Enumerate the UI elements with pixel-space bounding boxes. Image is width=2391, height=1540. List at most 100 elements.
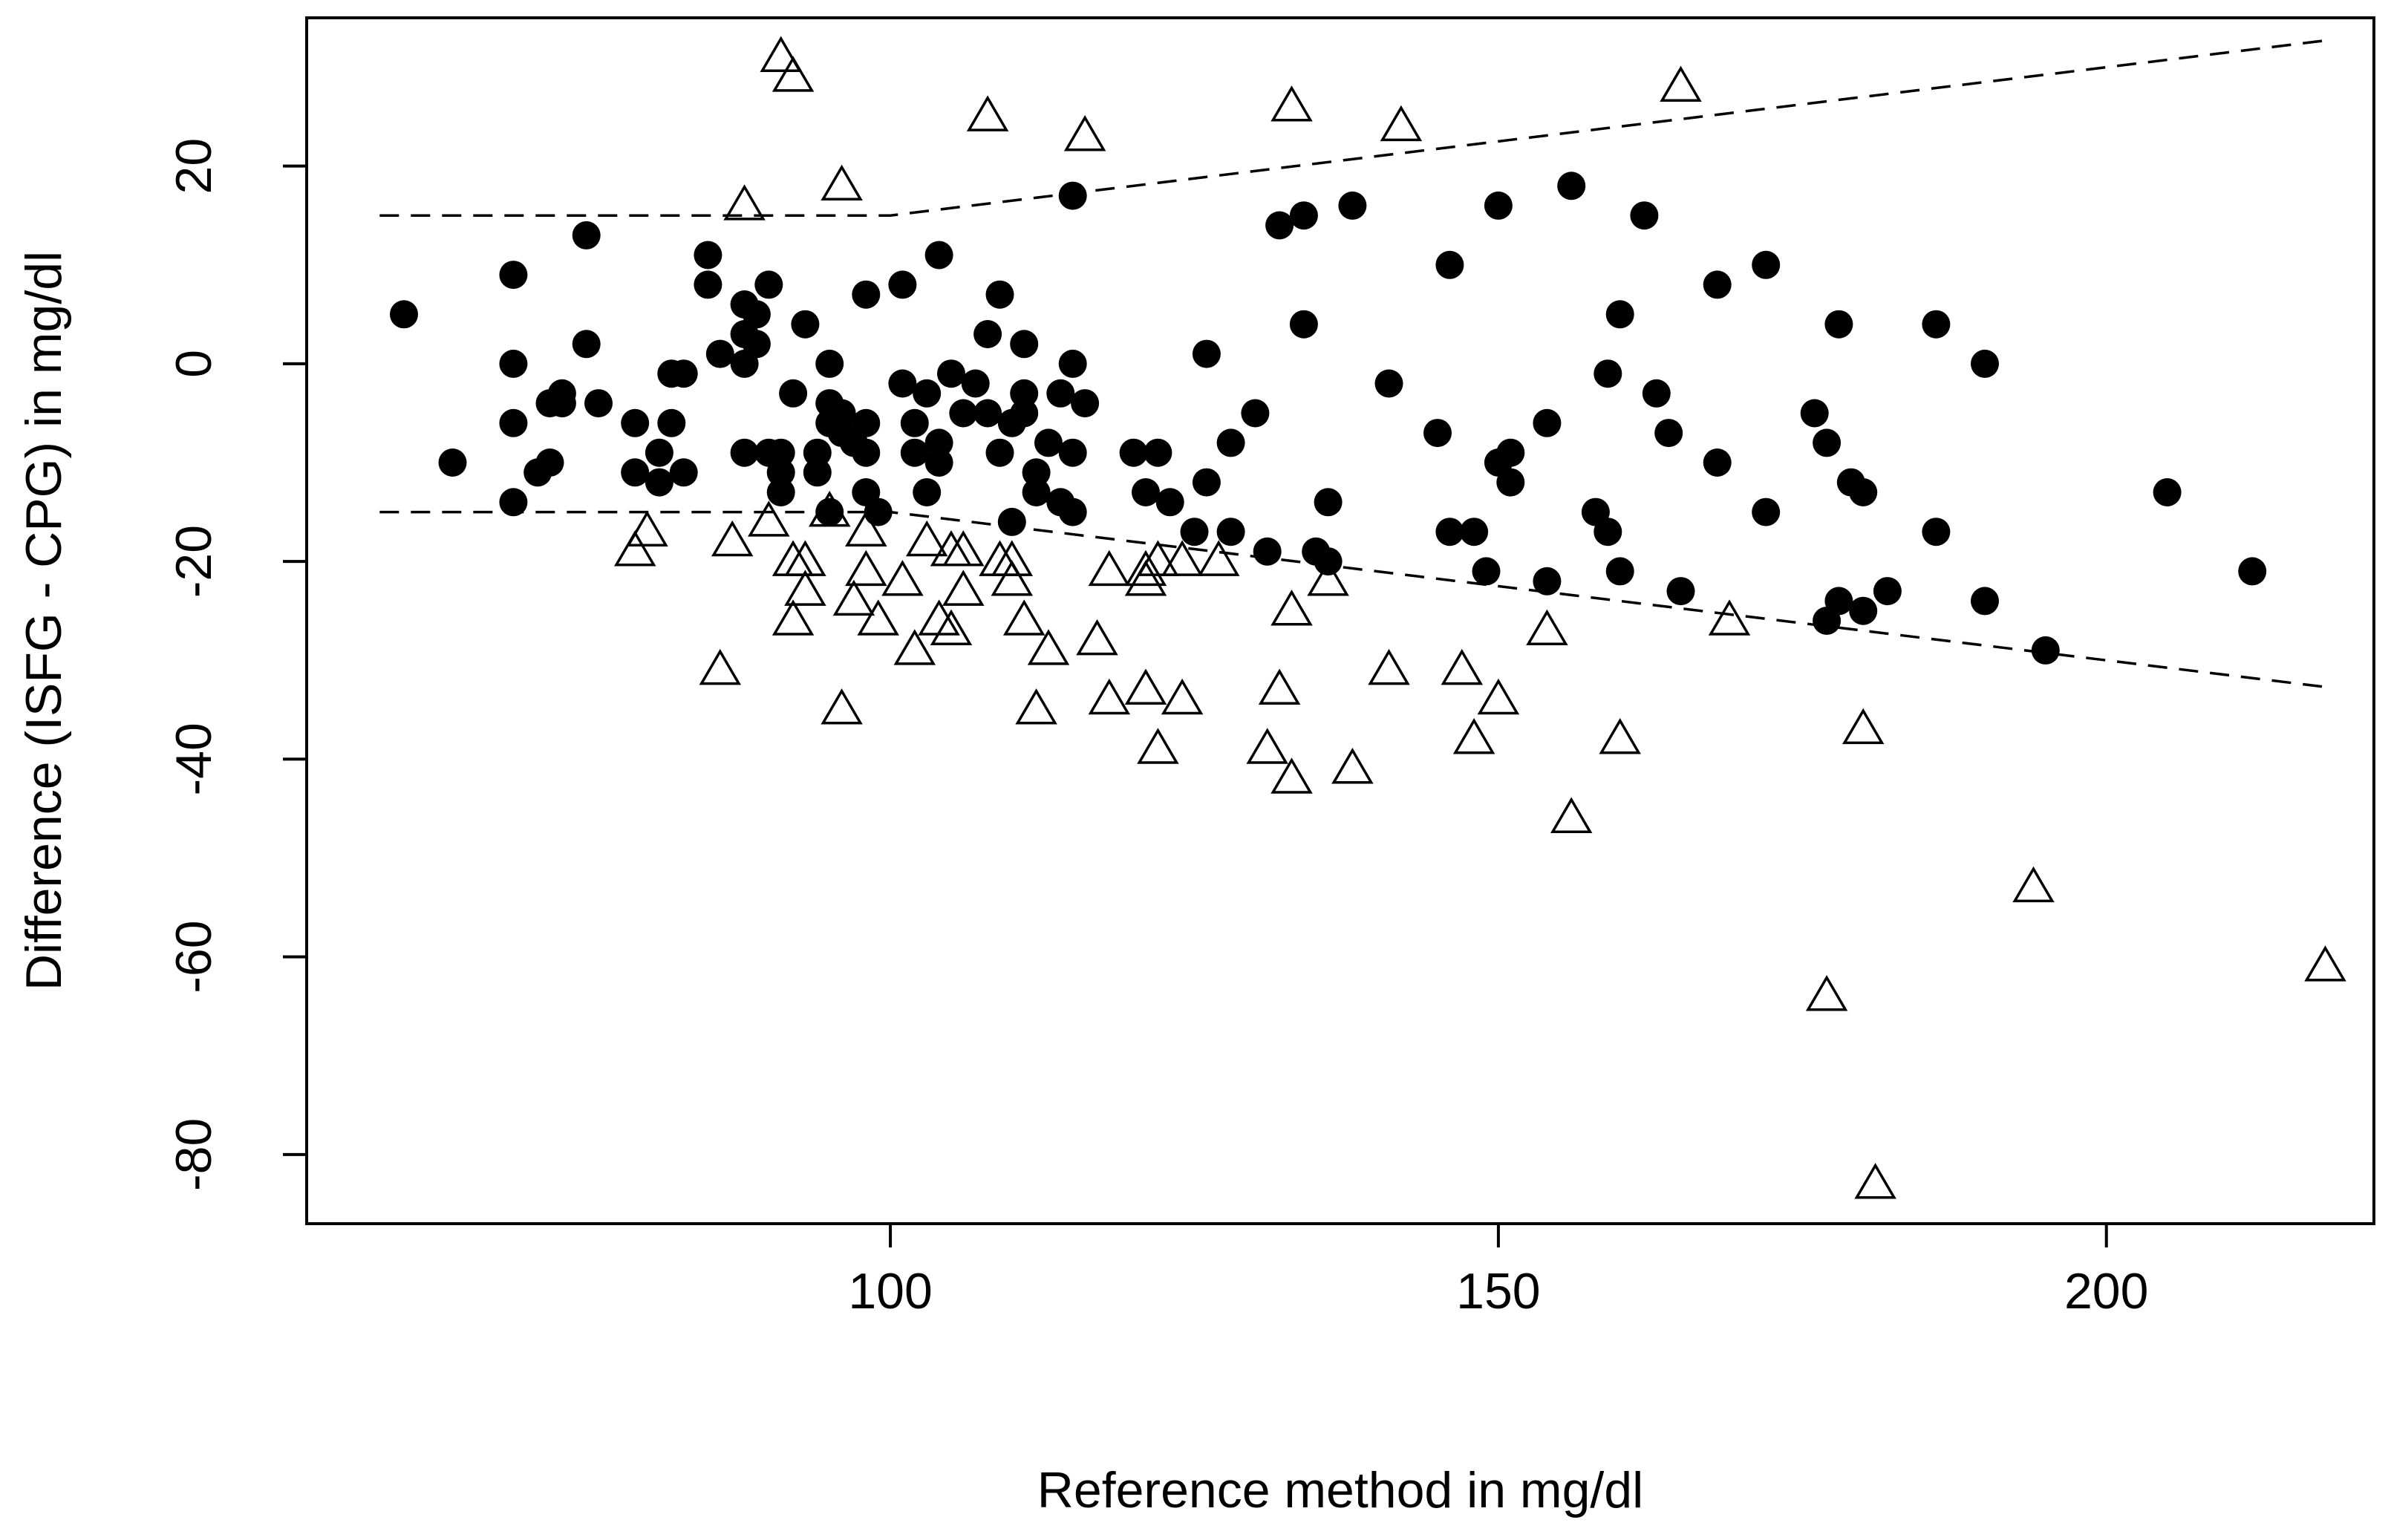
data-point-circle <box>766 438 795 467</box>
y-tick-label: 20 <box>166 138 222 195</box>
data-point-circle <box>1132 478 1160 506</box>
data-point-triangle <box>723 184 766 221</box>
data-point-triangle <box>613 530 656 567</box>
data-point-triangle <box>1854 1163 1896 1199</box>
data-point-triangle <box>1708 599 1751 636</box>
data-point-circle <box>985 280 1014 309</box>
data-point-circle <box>730 438 759 467</box>
data-point-circle <box>1046 379 1075 408</box>
x-tick-label: 100 <box>848 1263 932 1319</box>
data-point-triangle <box>808 490 851 527</box>
data-point-circle <box>803 458 832 487</box>
x-tick-label: 150 <box>1456 1263 1540 1319</box>
data-point-circle <box>390 300 418 329</box>
data-point-circle <box>973 399 1002 428</box>
data-point-triangle <box>1027 629 1070 665</box>
data-point-triangle <box>1307 560 1349 596</box>
data-point-circle <box>572 330 601 359</box>
data-point-circle <box>1752 250 1781 279</box>
series-filled-circles <box>390 172 2267 665</box>
data-point-triangle <box>1246 728 1288 764</box>
y-axis: -80 -60 -40 -20 0 20 <box>166 138 307 1191</box>
data-point-circle <box>669 359 698 388</box>
data-point-circle <box>791 310 820 339</box>
data-point-circle <box>535 448 564 477</box>
data-point-circle <box>621 408 650 437</box>
data-point-circle <box>1265 211 1294 240</box>
data-point-circle <box>1435 250 1464 279</box>
data-point-circle <box>2238 557 2267 586</box>
data-point-triangle <box>1550 797 1593 833</box>
data-point-circle <box>1605 300 1634 329</box>
data-point-circle <box>1289 201 1318 230</box>
data-point-circle <box>645 468 673 497</box>
data-point-circle <box>888 369 917 398</box>
data-point-circle <box>1813 428 1842 457</box>
data-point-circle <box>1752 497 1781 526</box>
data-point-circle <box>1849 478 1878 506</box>
data-point-circle <box>1654 419 1683 448</box>
data-point-circle <box>1873 577 1902 606</box>
data-point-circle <box>1071 389 1100 418</box>
data-point-triangle <box>626 510 668 546</box>
data-point-circle <box>779 379 808 408</box>
data-point-circle <box>1922 310 1951 339</box>
data-point-circle <box>621 458 650 487</box>
data-point-circle <box>1034 428 1063 457</box>
y-tick-label: -80 <box>166 1118 222 1191</box>
data-point-circle <box>766 478 795 506</box>
data-point-circle <box>803 438 832 467</box>
series-open-triangles <box>613 36 2346 1199</box>
data-point-circle <box>997 507 1026 536</box>
data-point-circle <box>1010 399 1039 428</box>
data-point-triangle <box>1124 549 1167 587</box>
data-point-circle <box>1058 497 1087 526</box>
data-point-triangle <box>711 520 754 557</box>
data-point-triangle <box>991 560 1034 596</box>
data-point-circle <box>913 379 942 408</box>
data-point-circle <box>499 261 528 290</box>
data-point-triangle <box>942 570 985 606</box>
data-point-triangle <box>821 164 863 201</box>
data-point-circle <box>1922 518 1951 546</box>
data-point-triangle <box>1368 648 1410 685</box>
data-point-circle <box>1605 557 1634 586</box>
data-point-circle <box>924 241 953 270</box>
data-point-circle <box>1533 408 1562 437</box>
data-point-circle <box>694 270 722 299</box>
data-point-circle <box>1022 458 1051 487</box>
data-point-circle <box>1374 369 1403 398</box>
data-point-circle <box>742 300 771 329</box>
data-point-circle <box>1630 201 1659 230</box>
data-point-triangle <box>832 579 875 616</box>
data-point-triangle <box>1270 590 1313 626</box>
data-point-triangle <box>1124 668 1167 705</box>
data-point-triangle <box>1842 708 1885 745</box>
data-point-circle <box>1971 587 1999 616</box>
data-point-circle <box>1180 518 1209 546</box>
y-tick-label: -20 <box>166 525 222 598</box>
data-point-circle <box>705 339 734 368</box>
data-point-circle <box>827 399 856 428</box>
data-point-circle <box>924 428 953 457</box>
data-point-triangle <box>1258 668 1301 705</box>
data-point-triangle <box>1161 540 1204 576</box>
data-point-circle <box>1423 419 1452 448</box>
data-point-triangle <box>784 570 826 606</box>
data-point-triangle <box>845 549 887 587</box>
data-point-triangle <box>772 56 815 92</box>
data-point-circle <box>694 241 722 270</box>
data-point-circle <box>1058 181 1087 210</box>
data-point-triangle <box>1270 757 1313 794</box>
data-point-circle <box>1010 330 1039 359</box>
data-point-circle <box>669 458 698 487</box>
data-point-circle <box>1703 448 1732 477</box>
data-point-circle <box>1496 468 1525 497</box>
data-point-circle <box>499 488 528 517</box>
data-point-circle <box>852 408 881 437</box>
data-point-triangle <box>893 629 936 665</box>
data-point-circle <box>1824 587 1853 616</box>
data-point-circle <box>1435 518 1464 546</box>
data-point-triangle <box>1526 609 1568 646</box>
data-point-triangle <box>1002 599 1046 636</box>
